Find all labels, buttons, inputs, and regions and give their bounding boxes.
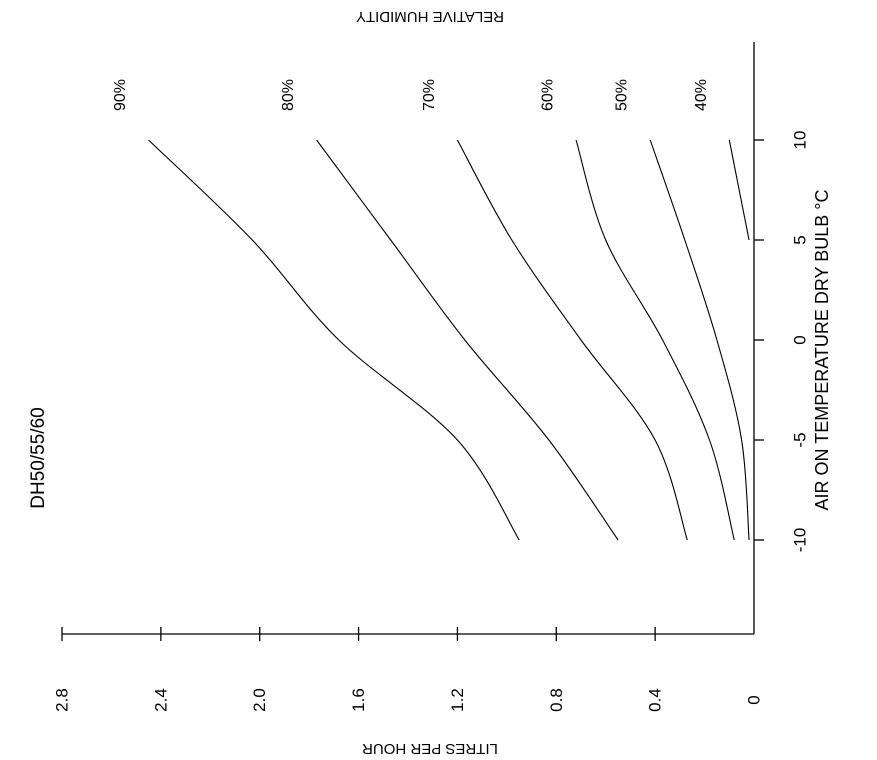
temperature-tick-label: 10 (791, 131, 810, 150)
series-line (316, 139, 619, 541)
series-lines (148, 139, 750, 541)
litres-tick-label: 1.2 (448, 688, 467, 712)
series-label: 70% (421, 79, 438, 111)
series-labels: 90% 80% 70% 60% 50% 40% (112, 79, 710, 111)
series-line (456, 139, 688, 541)
series-label: 40% (693, 79, 710, 111)
y-axis-title: LITRES PER HOUR (362, 740, 498, 757)
litres-tick-label: 2.4 (151, 688, 170, 712)
temperature-ticks: -10 -5 0 5 10 (754, 131, 810, 553)
litres-ticks: 0 0.4 0.8 1.2 1.6 2.0 2.4 2.8 (53, 627, 764, 712)
litres-tick-label: 0.4 (646, 688, 665, 712)
series-line (649, 139, 750, 541)
temperature-tick-label: 0 (791, 335, 810, 344)
series-label: 90% (112, 79, 129, 111)
series-label: 60% (540, 79, 557, 111)
litres-tick-label: 1.6 (349, 688, 368, 712)
temperature-tick-label: -10 (791, 528, 810, 553)
series-label: 80% (280, 79, 297, 111)
litres-tick-label: 2.0 (250, 688, 269, 712)
litres-tick-label: 0.8 (547, 688, 566, 712)
series-line (148, 139, 520, 541)
series-line (728, 139, 750, 241)
series-group-title: RELATIVE HUMIDITY (356, 8, 504, 25)
chart-title: DH50/55/60 (28, 407, 49, 508)
series-label: 50% (614, 79, 631, 111)
series-line (575, 139, 735, 541)
litres-tick-label: 2.8 (53, 688, 72, 712)
temperature-tick-label: -5 (791, 432, 810, 447)
x-axis-title: AIR ON TEMPERATURE DRY BULB °C (812, 190, 832, 511)
temperature-tick-label: 5 (791, 235, 810, 244)
litres-tick-label: 0 (745, 695, 764, 704)
